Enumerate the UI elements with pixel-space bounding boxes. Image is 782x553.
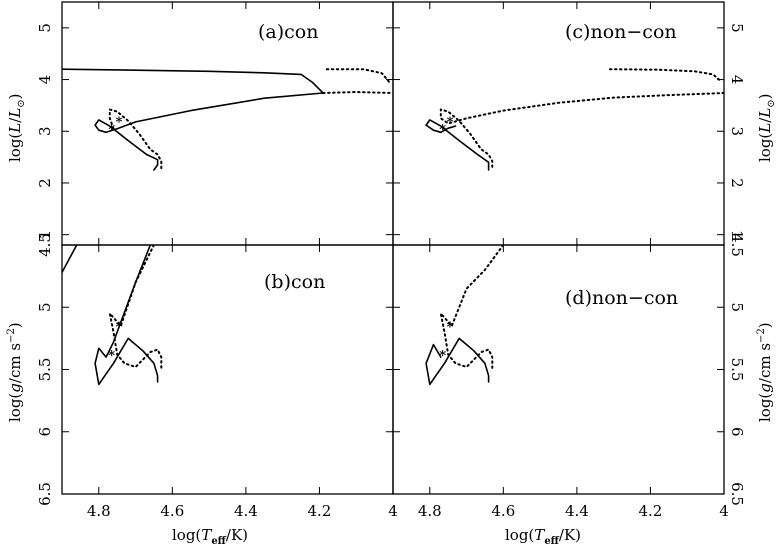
panel-a-star-marker-0: * [108,123,115,138]
y-tick-label: 4.5 [36,233,54,257]
panel-c-series-1-dotted [439,92,724,170]
y-tick-label: 6.5 [36,482,54,506]
panel-label-b: (b)con [264,271,325,293]
y-axis-title-grav-left: log(g/cm s−2) [6,322,24,422]
x-tick-label: 4.8 [87,502,111,520]
panel-d-star-marker-1: * [447,320,454,335]
y-axis-title-lum-left: log(L/L⊙) [6,93,27,162]
y-tick-label: 5 [728,302,746,312]
x-axis-title-left: log(Teff/K) [172,526,248,547]
panel-a-series-3-dotted [325,68,391,84]
panel-b-frame [61,244,394,495]
x-tick-label: 4.2 [639,502,663,520]
panel-d-series-1-dotted [439,245,505,371]
x-tick-label: 4.4 [234,502,258,520]
x-tick-label: 4 [388,502,398,520]
panel-b-series-0-solid [62,245,78,274]
panel-a-series-0-solid [62,68,324,94]
y-tick-label: 5 [36,23,54,33]
y-tick-label: 1 [728,230,746,240]
y-tick-label: 6.5 [728,482,746,506]
panel-c-star-marker-1: * [447,115,454,130]
y-tick-label: 4 [36,75,54,85]
ticks-layer: 4.8 4.6 4.4 4.2 4 4.8 4.6 4.4 4.2 4 1 2 3 4 5 1 2 3 4 5 4.5 5… [36,2,746,520]
panel-b-series-2-dotted [108,245,163,371]
y-tick-label: 5.5 [728,358,746,382]
y-tick-label: 5 [728,23,746,33]
panel-b-series-1-solid [94,245,159,386]
y-tick-label: 4 [728,75,746,85]
x-tick-label: 4.6 [491,502,515,520]
marker-layer: ******** [108,115,453,364]
panel-c-series-0-solid [425,119,490,171]
panel-d-frame [392,244,725,495]
panel-a-series-4-dotted [322,91,393,94]
y-tick-label: 2 [36,178,54,188]
y-tick-label: 5 [36,302,54,312]
x-tick-label: 4.4 [565,502,589,520]
x-tick-label: 4 [719,502,729,520]
y-tick-label: 1 [36,230,54,240]
x-tick-label: 4.6 [160,502,184,520]
panel-a-series-2-dotted [108,108,163,170]
y-tick-label: 3 [36,126,54,136]
panel-d-star-marker-0: * [439,349,446,364]
panel-b-star-marker-1: * [116,320,123,335]
panel-d-series-0-solid [425,337,490,386]
y-tick-label: 5.5 [36,358,54,382]
y-axis-title-lum-right: log(L/L⊙) [756,93,777,162]
panel-a-series-1-solid [94,92,324,171]
y-tick-label: 6 [728,427,746,437]
panel-b-star-marker-0: * [108,349,115,364]
panel-label-d: (d)non−con [565,287,678,309]
y-axis-title-grav-right: log(g/cm s−2) [756,322,774,422]
panel-c-star-marker-0: * [439,123,446,138]
series-layer [62,68,724,386]
y-tick-label: 6 [36,427,54,437]
y-tick-label: 2 [728,178,746,188]
x-tick-label: 4.2 [308,502,332,520]
y-tick-label: 4.5 [728,233,746,257]
panel-a-star-marker-1: * [116,115,123,130]
x-tick-label: 4.8 [418,502,442,520]
panel-label-c: (c)non−con [565,21,677,43]
y-tick-label: 3 [728,126,746,136]
x-axis-title-right: log(Teff/K) [505,526,581,547]
panel-c-series-2-dotted [609,68,722,82]
panel-label-a: (a)con [258,21,318,43]
